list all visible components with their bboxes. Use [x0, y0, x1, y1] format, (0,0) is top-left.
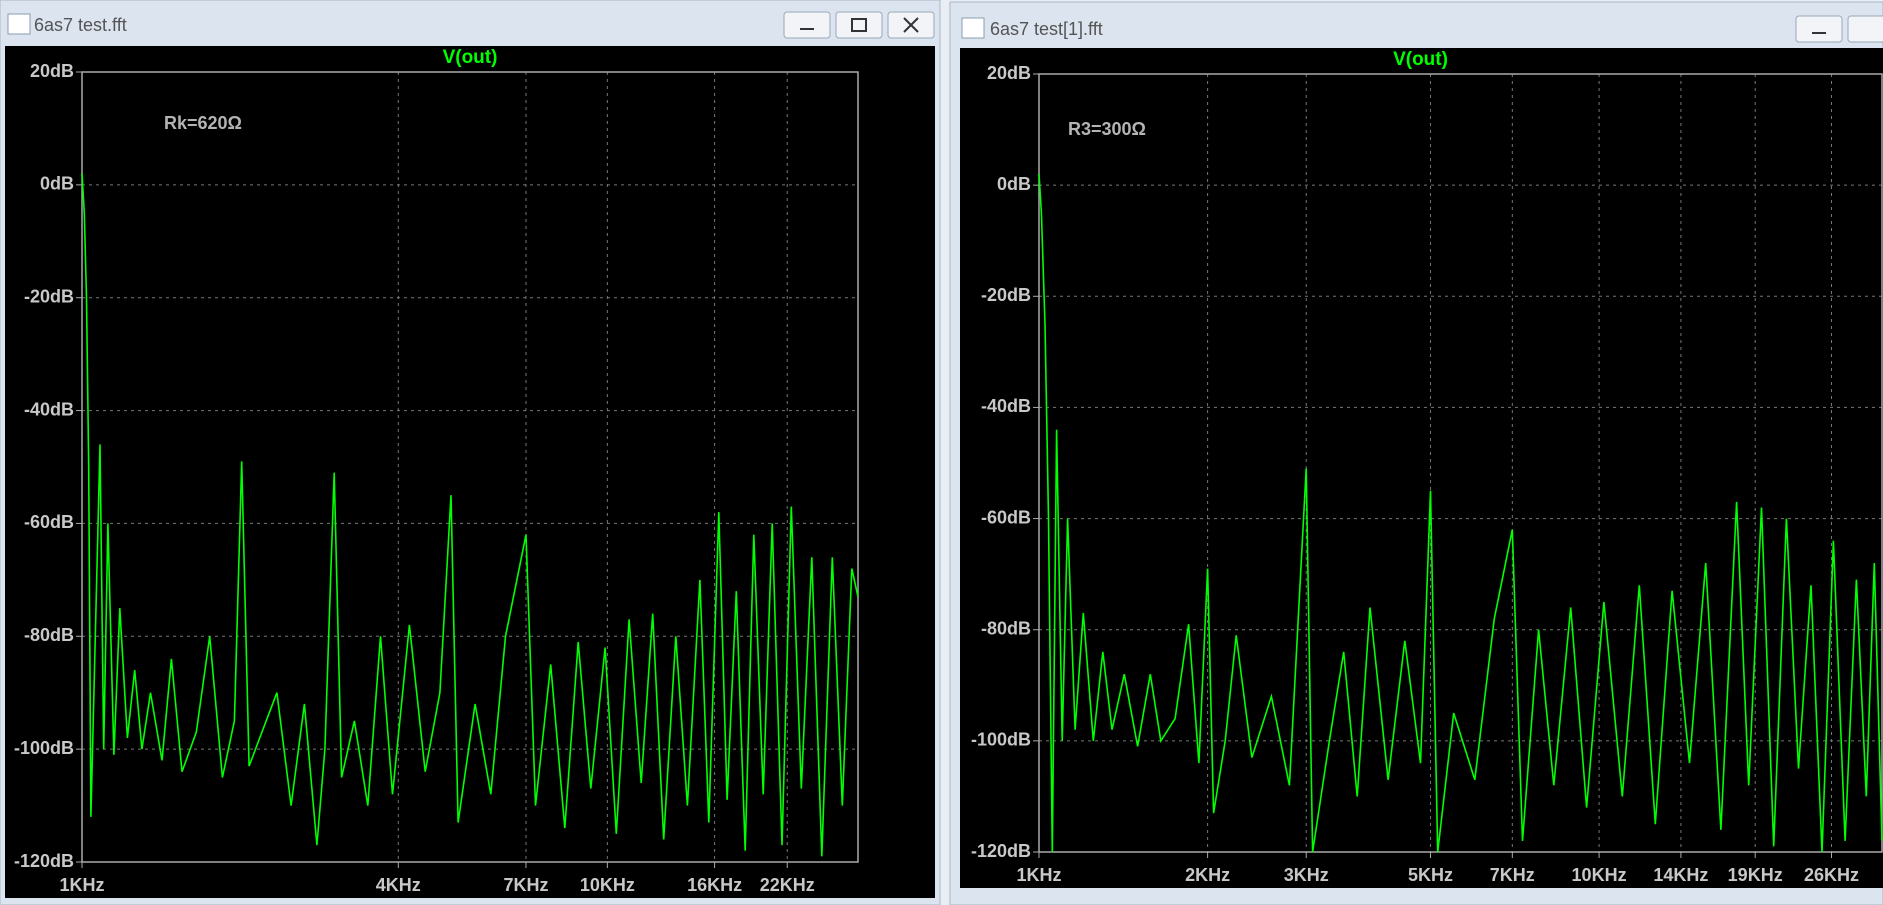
y-tick-label: -120dB	[14, 851, 74, 871]
x-tick-label: 22KHz	[760, 875, 815, 895]
y-tick-label: 0dB	[997, 174, 1031, 194]
x-tick-label: 1KHz	[59, 875, 104, 895]
minimize-button[interactable]	[783, 11, 831, 39]
plot-background	[5, 46, 935, 898]
y-tick-label: 20dB	[987, 63, 1031, 83]
spectrum-line	[1038, 173, 1883, 853]
x-tick-label: 10KHz	[1572, 865, 1627, 885]
x-tick-label: 2KHz	[1185, 865, 1230, 885]
plot-background	[960, 48, 1883, 888]
y-tick-label: -120dB	[971, 841, 1031, 861]
x-tick-label: 10KHz	[580, 875, 635, 895]
plot-frame	[1038, 73, 1883, 853]
x-tick-label: 16KHz	[687, 875, 742, 895]
x-tick-label: 7KHz	[1490, 865, 1535, 885]
window-icon	[961, 17, 985, 39]
x-tick-label: 14KHz	[1653, 865, 1708, 885]
x-tick-label: 7KHz	[503, 875, 548, 895]
x-tick-label: 5KHz	[1408, 865, 1453, 885]
maximize-icon	[851, 18, 867, 32]
plot-title: V(out)	[443, 47, 498, 68]
plot-title: V(out)	[1393, 49, 1448, 70]
spectrum-line	[81, 173, 859, 857]
y-tick-label: -100dB	[971, 730, 1031, 750]
minimize-button[interactable]	[1795, 15, 1843, 43]
y-tick-label: -60dB	[24, 512, 74, 532]
y-tick-label: -60dB	[981, 507, 1031, 527]
x-tick-label: 1KHz	[1016, 865, 1061, 885]
window-title: 6as7 test.fft	[34, 15, 127, 35]
window-title: 6as7 test[1].fft	[990, 19, 1103, 39]
y-tick-label: -40dB	[24, 399, 74, 419]
y-tick-label: -20dB	[24, 286, 74, 306]
y-tick-label: -80dB	[24, 625, 74, 645]
window-icon	[7, 13, 31, 35]
close-icon	[903, 17, 919, 33]
maximize-button[interactable]	[835, 11, 883, 39]
maximize-button[interactable]	[1847, 15, 1883, 43]
x-tick-label: 4KHz	[376, 875, 421, 895]
y-tick-label: 0dB	[40, 174, 74, 194]
y-tick-label: -100dB	[14, 738, 74, 758]
y-tick-label: -40dB	[981, 396, 1031, 416]
x-tick-label: 26KHz	[1804, 865, 1859, 885]
x-tick-label: 19KHz	[1728, 865, 1783, 885]
y-tick-label: 20dB	[30, 61, 74, 81]
annotation: Rk=620Ω	[164, 113, 242, 133]
x-tick-label: 3KHz	[1284, 865, 1329, 885]
y-tick-label: -20dB	[981, 285, 1031, 305]
plot-frame	[81, 71, 859, 863]
annotation: R3=300Ω	[1068, 119, 1146, 139]
y-tick-label: -80dB	[981, 618, 1031, 638]
